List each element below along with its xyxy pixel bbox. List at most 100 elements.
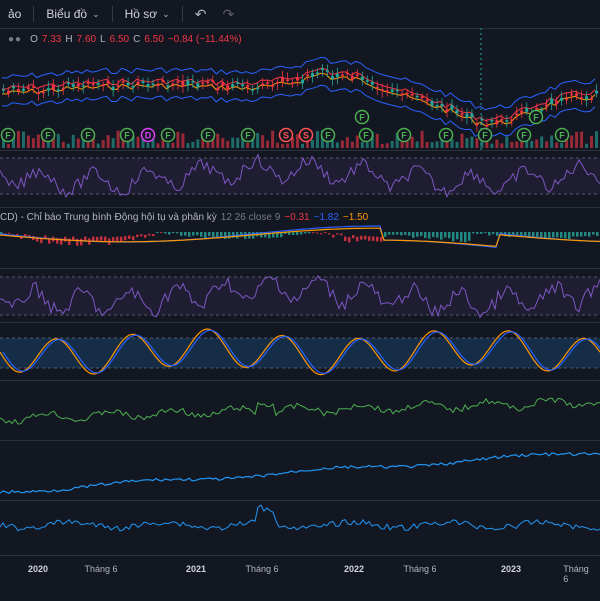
- macd-histogram-bar: [48, 237, 51, 244]
- macd-histogram-bar: [96, 236, 99, 242]
- macd-histogram-bar: [476, 232, 479, 234]
- macd-line-value: −1.82: [313, 212, 339, 223]
- event-marker-icon: [320, 127, 336, 143]
- candle-body: [350, 75, 354, 80]
- event-marker-icon: [438, 127, 454, 143]
- event-marker-label: F: [165, 131, 171, 141]
- blue-indicator-line: [0, 452, 600, 495]
- candle-body: [231, 84, 235, 87]
- candle-body: [385, 90, 389, 93]
- candle-body: [86, 81, 90, 84]
- candle-body: [236, 82, 240, 85]
- macd-histogram-bar: [192, 232, 195, 236]
- axis-label-2022: 2022: [343, 564, 365, 574]
- macd-histogram-bar: [444, 232, 447, 238]
- macd-histogram-bar: [116, 236, 119, 242]
- volume-bar: [370, 131, 374, 148]
- candle-body: [325, 70, 329, 72]
- macd-histogram-bar: [492, 232, 495, 235]
- volume-bar: [595, 131, 599, 148]
- macd-histogram-bar: [300, 232, 303, 235]
- macd-histogram-bar: [92, 236, 95, 242]
- candle-body: [66, 82, 70, 85]
- macd-histogram-bar: [72, 236, 75, 241]
- chart-menu-button[interactable]: Biểu đồ ⌄: [38, 0, 107, 28]
- axis-label-june: Tháng 6: [403, 564, 437, 574]
- candle-body: [206, 81, 210, 84]
- volume-bar: [206, 139, 210, 148]
- candle-body: [211, 80, 215, 82]
- time-axis[interactable]: 2020 Tháng 6 2021 Tháng 6 2022 Tháng 6 2…: [0, 555, 600, 601]
- volume-bar: [385, 143, 389, 148]
- candle-body: [11, 86, 15, 89]
- candle-body: [286, 79, 290, 82]
- macd-histogram-bar: [132, 236, 135, 241]
- macd-histogram-bar: [568, 232, 571, 240]
- macd-histogram-bar: [480, 232, 483, 234]
- macd-histogram-bar: [280, 232, 283, 238]
- macd-histogram-value: −0.31: [284, 212, 310, 223]
- redo-button[interactable]: ↷: [214, 0, 242, 28]
- candle-body: [555, 101, 559, 104]
- volume-bar: [465, 138, 469, 148]
- candle-body: [266, 82, 270, 84]
- volume-bar: [315, 131, 319, 148]
- macd-histogram-bar: [320, 233, 323, 235]
- macd-histogram-bar: [404, 232, 407, 235]
- macd-histogram-bar: [472, 232, 475, 234]
- macd-histogram-bar: [164, 232, 167, 234]
- macd-histogram-bar: [452, 232, 455, 242]
- event-marker-label: F: [443, 131, 449, 141]
- macd-histogram-bar: [232, 232, 235, 238]
- candle-body: [61, 87, 65, 90]
- candle-body: [585, 96, 589, 100]
- account-menu-button[interactable]: Hồ sơ ⌄: [117, 0, 178, 28]
- volume-bar: [26, 135, 30, 148]
- macd-histogram-bar: [388, 232, 391, 235]
- pane-separator: [0, 440, 600, 441]
- candle-body: [390, 89, 394, 92]
- volume-bar: [191, 141, 195, 148]
- candle-body: [490, 120, 494, 122]
- volume-bar: [276, 142, 280, 148]
- macd-histogram-bar: [68, 238, 71, 246]
- candle-body: [370, 81, 374, 85]
- candle-body: [2, 89, 5, 91]
- event-marker-icon: [554, 127, 570, 143]
- candle-body: [146, 84, 150, 87]
- volume-bar: [535, 139, 539, 148]
- candle-body: [301, 79, 304, 84]
- macd-histogram-bar: [380, 236, 383, 242]
- volume-bar: [11, 138, 15, 148]
- event-marker-label: F: [521, 131, 527, 141]
- volume-bar: [420, 130, 424, 148]
- toolbar-partial-item[interactable]: ảo: [0, 0, 29, 28]
- candle-body: [510, 119, 514, 121]
- candle-body: [365, 80, 369, 82]
- candle-body: [116, 85, 120, 87]
- candle-body: [6, 90, 10, 94]
- pane-separator: [0, 150, 600, 151]
- account-menu-label: Hồ sơ: [124, 7, 158, 21]
- candle-body: [395, 89, 399, 92]
- event-marker-icon: [354, 109, 370, 125]
- macd-histogram-bar: [64, 236, 67, 242]
- event-marker-icon: [477, 127, 493, 143]
- volume-bar: [2, 139, 5, 148]
- candle-body: [126, 82, 130, 86]
- volume-bar: [475, 138, 479, 148]
- lower-blue-indicator-line: [0, 504, 600, 532]
- macd-histogram-bar: [576, 232, 579, 237]
- volume-bar: [96, 143, 100, 148]
- volume-bar: [495, 139, 499, 148]
- legend-options-icon[interactable]: ●●: [8, 34, 23, 45]
- volume-bar: [21, 131, 25, 148]
- candle-body: [226, 85, 230, 91]
- candle-body: [375, 86, 379, 89]
- macd-histogram-bar: [516, 232, 519, 237]
- macd-histogram-bar: [556, 232, 559, 238]
- macd-histogram-bar: [40, 237, 43, 244]
- undo-button[interactable]: ↶: [187, 0, 215, 28]
- event-marker-icon: [240, 127, 256, 143]
